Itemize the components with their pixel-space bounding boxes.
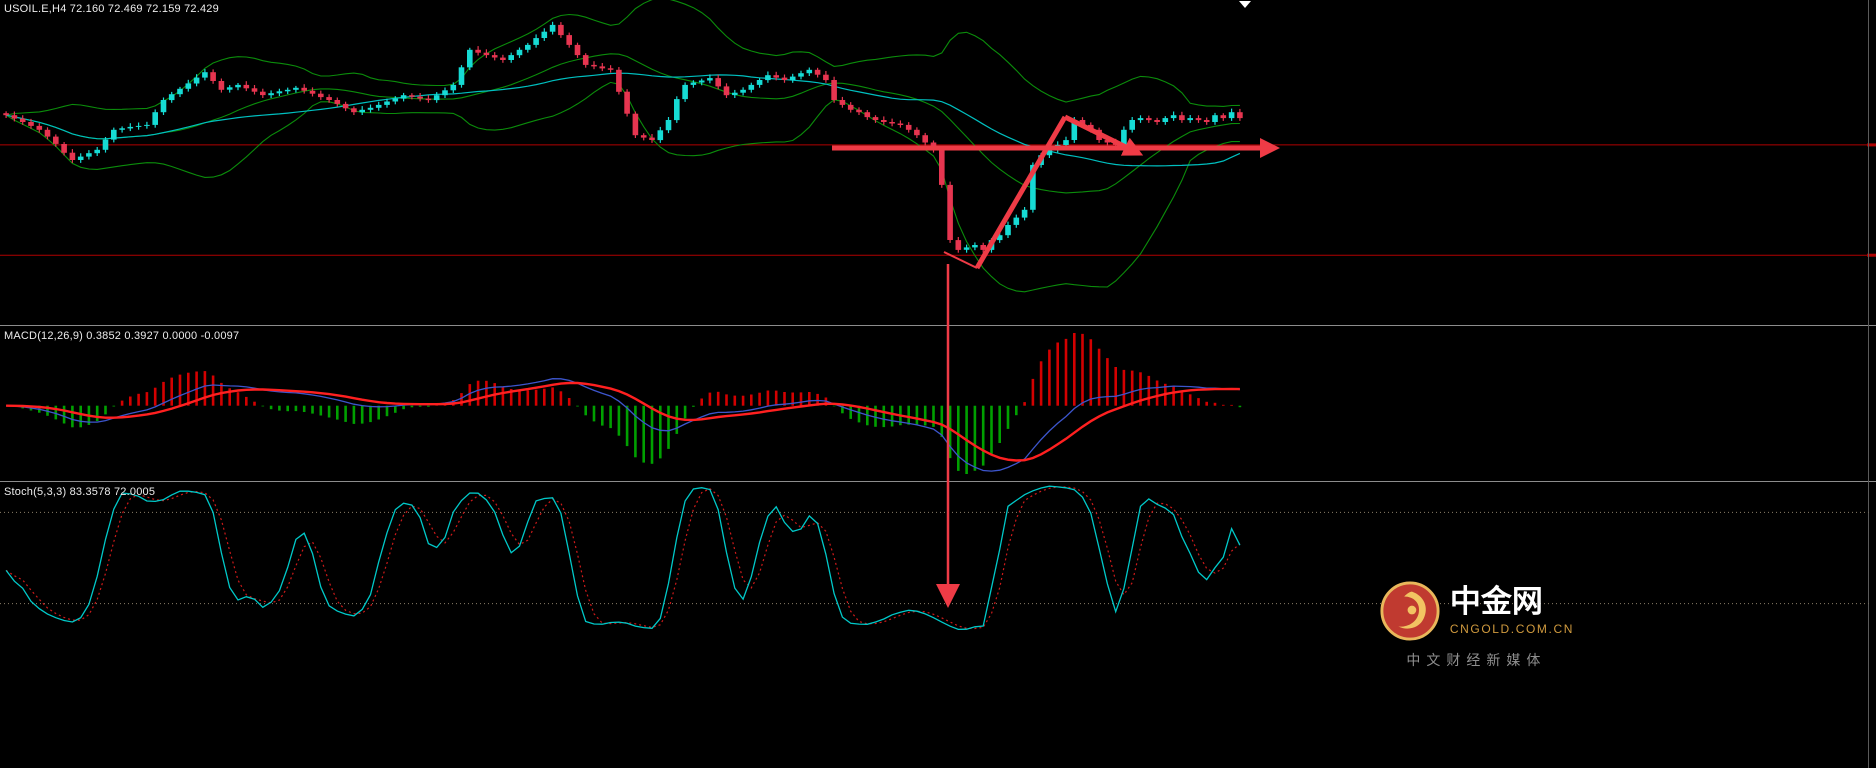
cngold-watermark: 中金网 CNGOLD.COM.CN 中文财经新媒体	[1379, 580, 1574, 670]
brand-name: 中金网	[1449, 584, 1543, 620]
brand-domain: CNGOLD.COM.CN	[1449, 621, 1574, 636]
stoch-d-line	[5, 486, 1241, 630]
candlesticks	[3, 21, 1243, 253]
bollinger-lower	[5, 81, 1240, 293]
brand-tagline: 中文财经新媒体	[1406, 652, 1547, 668]
stoch-indicator-label: Stoch(5,3,3) 83.3578 72.0005	[4, 486, 156, 498]
stoch-k-line	[5, 485, 1241, 631]
macd-line	[6, 378, 1240, 472]
cngold-logo-row: 中金网 CNGOLD.COM.CN	[1379, 580, 1574, 642]
cngold-logo-icon	[1380, 581, 1440, 641]
rally-line	[974, 115, 1068, 270]
macd-indicator-label: MACD(12,26,9) 0.3852 0.3927 0.0000 -0.00…	[4, 330, 240, 342]
symbol-ohlc-label: USOIL.E,H4 72.160 72.469 72.159 72.429	[4, 3, 219, 15]
moving-average-line	[5, 72, 1241, 167]
trend-annotations	[832, 114, 1280, 608]
end-of-data-marker	[1239, 1, 1251, 8]
pullback-arrow	[1063, 114, 1144, 156]
low-connector	[943, 251, 978, 269]
horizontal-level-lines	[0, 143, 1876, 257]
bollinger-middle	[5, 53, 1240, 194]
macd-signal-line	[6, 381, 1240, 462]
bollinger-upper	[5, 0, 1240, 116]
